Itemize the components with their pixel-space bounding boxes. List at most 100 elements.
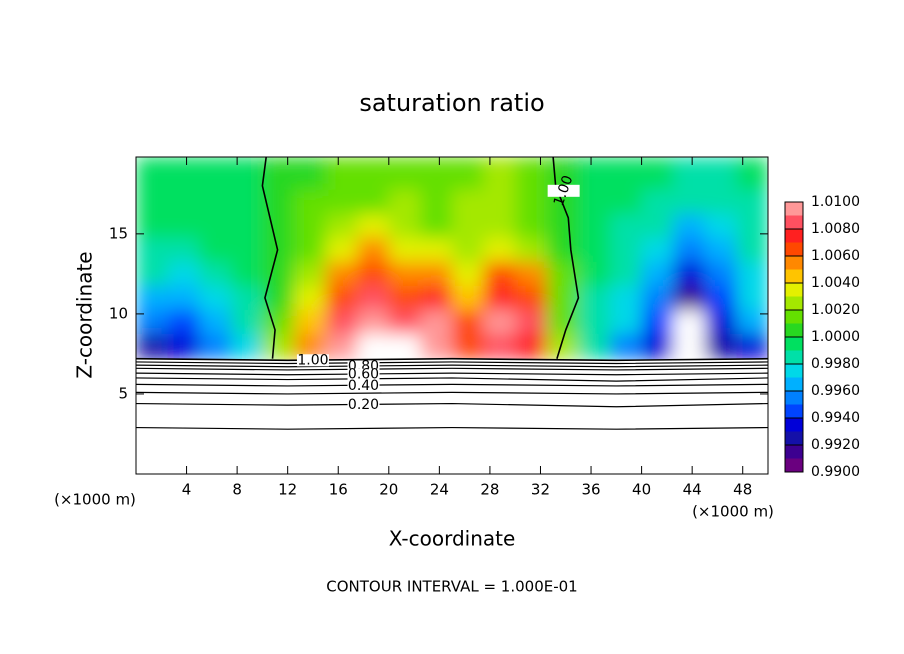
field-cell [230,333,263,360]
x-tick-label: 8 [232,481,242,499]
contour-line [136,372,768,376]
colorbar-label: 0.9960 [811,383,860,399]
field-cell [357,213,390,239]
field-cell [704,285,737,311]
field-cell [167,189,200,215]
field-cell [357,237,390,263]
field-cell [704,189,737,215]
field-cell [452,261,485,287]
overlay: 1.001.00 0.800.600.400.204 8 12 16 20 24 28 32 36… [109,156,860,499]
field-cell [199,189,232,215]
y-tick-label: 5 [118,384,128,402]
field-cell [515,261,548,287]
colorbar-band [785,391,803,405]
colorbar-band [785,404,803,418]
field-cell [230,309,263,335]
x-tick-label: 48 [733,481,752,499]
field-cell [736,237,768,263]
field-cell [136,237,169,263]
field-cell [704,261,737,287]
colorbar-label: 0.9900 [811,464,860,480]
field-cell [167,237,200,263]
field-cell [230,237,263,263]
field-cell [578,309,611,335]
field-cell [230,213,263,239]
colorbar-band [785,283,803,297]
colorbar-label: 1.0100 [811,194,860,210]
contour-line [136,426,768,430]
colorbar-label: 0.9980 [811,356,860,372]
field-cell [673,261,706,287]
field-cell [294,309,327,335]
field-cell [325,213,358,239]
field-cell [546,309,579,335]
colorbar-band [785,445,803,459]
field-cell [357,309,390,335]
field-cell [610,213,643,239]
field-cell [230,285,263,311]
field-cell [546,157,579,191]
field-cell [452,213,485,239]
field-cell [136,333,169,360]
field-cell [610,189,643,215]
field-cell [673,213,706,239]
field-cell [641,237,674,263]
field-cell [610,261,643,287]
field-cell [388,333,421,360]
colorbar-label: 0.9920 [811,437,860,453]
field-cell [641,213,674,239]
field-cell [230,189,263,215]
field-cell [388,237,421,263]
contour-line [136,364,768,368]
field-cell [199,333,232,360]
field-cell [673,189,706,215]
field-cell [136,157,169,191]
field-cell [262,237,295,263]
colorbar-label: 1.0060 [811,248,860,264]
field-cell [704,333,737,360]
colorbar-label: 1.0080 [811,221,860,237]
field-cell [736,213,768,239]
field-cell [641,333,674,360]
field-cell [294,237,327,263]
field-cell [483,157,516,191]
field-cell [388,213,421,239]
field-cell [610,309,643,335]
y-tick-label: 15 [109,224,128,242]
x-tick-label: 4 [182,481,192,499]
field-cell [325,309,358,335]
field-cell [199,261,232,287]
field-cell [610,333,643,360]
field-cell [515,309,548,335]
field-cell [167,157,200,191]
colorbar-band [785,296,803,310]
colorbar-band [785,256,803,270]
field-cell [136,213,169,239]
field-cell [483,285,516,311]
field-cell [388,261,421,287]
field-cell [167,261,200,287]
field-cell [578,285,611,311]
contour-label-bg [347,399,380,412]
field-cell [610,285,643,311]
field-cell [325,285,358,311]
field-cell [578,213,611,239]
field-cell [641,189,674,215]
contour-label: 0.60 [348,367,379,383]
field-cell [262,189,295,215]
field-cell [167,213,200,239]
contour-label-bg [547,184,580,197]
field-cell [736,285,768,311]
colorbar-band [785,215,803,229]
contour-line [136,402,768,408]
contour-line [136,383,768,387]
colorbar-band [785,202,803,216]
colorbar-band [785,458,803,472]
field-cell [420,309,453,335]
x-tick-label: 16 [329,481,348,499]
field-cell [262,213,295,239]
field-cell [578,237,611,263]
field-cell [736,157,768,191]
x-tick-label: 12 [278,481,297,499]
field-cell [641,261,674,287]
